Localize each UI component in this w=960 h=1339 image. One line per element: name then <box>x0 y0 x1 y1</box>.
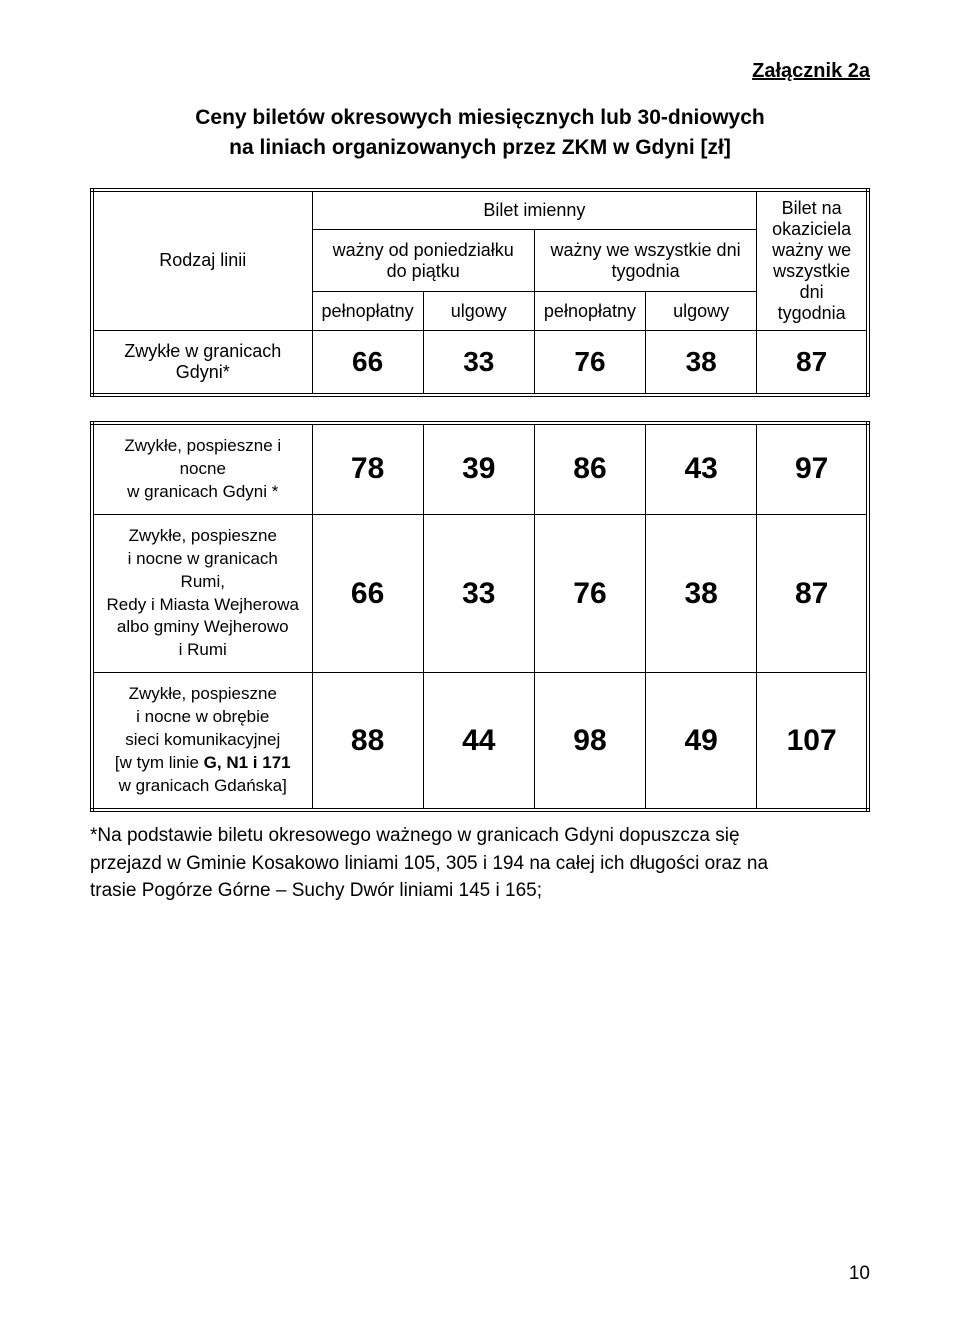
footnote-l1: *Na podstawie biletu okresowego ważnego … <box>90 825 740 846</box>
t2-r3-v2: 44 <box>423 673 534 810</box>
price-table-2: Zwykłe, pospieszne i nocne w granicach G… <box>90 421 870 812</box>
col-header-rodzaj: Rodzaj linii <box>92 190 312 331</box>
weekday-l1: ważny od poniedziałku <box>333 240 514 260</box>
t2-row2-label: Zwykłe, pospieszne i nocne w granicach R… <box>92 514 312 673</box>
header-pelnoplatny-1: pełnopłatny <box>312 292 423 330</box>
t2-r2-v4: 38 <box>646 514 757 673</box>
t1-row1-v1: 66 <box>312 330 423 395</box>
okaziciel-l2: okaziciela <box>772 219 851 239</box>
t1-row1-v5: 87 <box>757 330 868 395</box>
t2-r2-l2: i nocne w granicach Rumi, <box>128 549 278 591</box>
okaziciel-l4: wszystkie dni <box>773 261 850 302</box>
t1-row1-label: Zwykłe w granicach Gdyni* <box>92 330 312 395</box>
t1-row1-v4: 38 <box>646 330 757 395</box>
t2-r3-l2: i nocne w obrębie <box>136 707 269 726</box>
t2-r1-l1: Zwykłe, pospieszne i nocne <box>124 436 281 478</box>
t2-r2-l3: Redy i Miasta Wejherowa <box>107 595 299 614</box>
t2-r3-l4a: [w tym linie <box>115 753 204 772</box>
t2-r3-l1: Zwykłe, pospieszne <box>129 684 277 703</box>
header-ulgowy-2: ulgowy <box>646 292 757 330</box>
footnote-l3: trasie Pogórze Górne – Suchy Dwór liniam… <box>90 880 542 901</box>
t2-r3-v1: 88 <box>312 673 423 810</box>
col-header-imienny: Bilet imienny <box>312 190 757 230</box>
t1-row1-v2: 33 <box>423 330 534 395</box>
footnote: *Na podstawie biletu okresowego ważnego … <box>90 822 870 905</box>
t2-row3-label: Zwykłe, pospieszne i nocne w obrębie sie… <box>92 673 312 810</box>
t2-r2-v3: 76 <box>534 514 645 673</box>
t2-r1-v2: 39 <box>423 423 534 514</box>
t2-r2-l5: i Rumi <box>179 640 227 659</box>
t2-r3-v4: 49 <box>646 673 757 810</box>
subheader-weekday: ważny od poniedziałku do piątku <box>312 230 534 292</box>
header-ulgowy-1: ulgowy <box>423 292 534 330</box>
t2-r3-l4b: G, N1 i 171 <box>204 753 291 772</box>
okaziciel-l1: Bilet na <box>782 198 842 218</box>
page-title: Ceny biletów okresowych miesięcznych lub… <box>90 103 870 164</box>
t2-r1-v5: 97 <box>757 423 868 514</box>
t2-r2-v5: 87 <box>757 514 868 673</box>
t2-r1-v3: 86 <box>534 423 645 514</box>
allweek-l2: tygodnia <box>612 261 680 281</box>
page-number: 10 <box>849 1263 870 1285</box>
subheader-allweek: ważny we wszystkie dni tygodnia <box>534 230 756 292</box>
t2-r2-v1: 66 <box>312 514 423 673</box>
t2-r1-l2: w granicach Gdyni * <box>127 482 278 501</box>
weekday-l2: do piątku <box>387 261 460 281</box>
footnote-l2: przejazd w Gminie Kosakowo liniami 105, … <box>90 853 768 874</box>
t2-r3-v5: 107 <box>757 673 868 810</box>
header-pelnoplatny-2: pełnopłatny <box>534 292 645 330</box>
t2-r2-l4: albo gminy Wejherowo <box>117 617 289 636</box>
title-line-1: Ceny biletów okresowych miesięcznych lub… <box>195 106 765 129</box>
col-header-okaziciel: Bilet na okaziciela ważny we wszystkie d… <box>757 190 868 331</box>
okaziciel-l3: ważny we <box>772 240 851 260</box>
t2-row1-label: Zwykłe, pospieszne i nocne w granicach G… <box>92 423 312 514</box>
t2-r2-l1: Zwykłe, pospieszne <box>129 526 277 545</box>
t2-r3-v3: 98 <box>534 673 645 810</box>
t2-r1-v4: 43 <box>646 423 757 514</box>
document-page: Załącznik 2a Ceny biletów okresowych mie… <box>0 0 960 1339</box>
t2-r3-l5: w granicach Gdańska] <box>119 776 287 795</box>
title-line-2: na liniach organizowanych przez ZKM w Gd… <box>229 136 731 159</box>
t2-r2-v2: 33 <box>423 514 534 673</box>
okaziciel-l5: tygodnia <box>778 303 846 323</box>
t1-row1-v3: 76 <box>534 330 645 395</box>
attachment-label: Załącznik 2a <box>90 60 870 83</box>
t2-r1-v1: 78 <box>312 423 423 514</box>
t2-r3-l3: sieci komunikacyjnej <box>125 730 280 749</box>
price-table-1: Rodzaj linii Bilet imienny Bilet na okaz… <box>90 188 870 397</box>
allweek-l1: ważny we wszystkie dni <box>551 240 741 260</box>
